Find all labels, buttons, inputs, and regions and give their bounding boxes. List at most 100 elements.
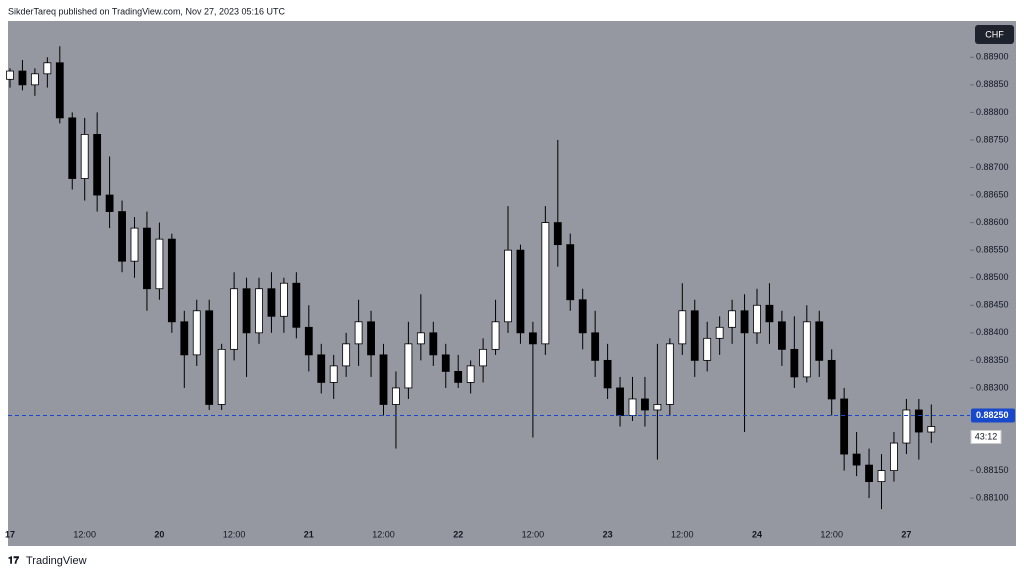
candle-body bbox=[591, 332, 600, 361]
x-tick-label: 12:00 bbox=[671, 529, 694, 539]
candle-body bbox=[852, 453, 861, 466]
candle-body bbox=[329, 365, 338, 383]
candle-body bbox=[765, 304, 774, 323]
y-tick-label: 0.88300 bbox=[976, 382, 1009, 392]
countdown: 43:12 bbox=[975, 431, 998, 441]
candle-body bbox=[118, 211, 126, 262]
y-tick-label: 0.88900 bbox=[976, 52, 1009, 62]
footer-logo: 𝟏𝟕 bbox=[8, 556, 20, 567]
candle-body bbox=[628, 398, 637, 416]
y-tick-label: 0.88150 bbox=[976, 465, 1009, 475]
y-tick-label: 0.88750 bbox=[976, 134, 1009, 144]
x-tick-label: 22 bbox=[453, 529, 463, 539]
candle-body bbox=[466, 365, 475, 383]
candle-body bbox=[242, 288, 251, 334]
candle-body bbox=[292, 282, 301, 328]
candle-body bbox=[715, 326, 724, 339]
y-tick-label: 0.88800 bbox=[976, 107, 1009, 117]
candle-body bbox=[865, 464, 873, 483]
y-tick-label: 0.88850 bbox=[976, 79, 1009, 89]
candle-body bbox=[317, 354, 326, 383]
candle-body bbox=[392, 387, 400, 405]
x-tick-label: 12:00 bbox=[820, 529, 843, 539]
candle-body bbox=[230, 288, 239, 350]
candle-body bbox=[541, 222, 550, 345]
currency-label: CHF bbox=[985, 29, 1004, 39]
candle-body bbox=[80, 134, 89, 179]
y-tick-label: 0.88700 bbox=[976, 162, 1009, 172]
candle-body bbox=[192, 310, 201, 356]
y-tick-label: 0.88400 bbox=[976, 327, 1009, 337]
candle-body bbox=[890, 442, 898, 472]
candle-body bbox=[130, 227, 139, 262]
candle-body bbox=[30, 73, 39, 86]
candle-body bbox=[491, 321, 500, 350]
candle-body bbox=[690, 310, 699, 361]
x-tick-label: 24 bbox=[752, 529, 762, 539]
candle-body bbox=[93, 134, 102, 196]
candle-body bbox=[18, 70, 27, 86]
candle-body bbox=[902, 409, 911, 444]
x-tick-label: 12:00 bbox=[73, 529, 96, 539]
candle-body bbox=[790, 348, 799, 378]
y-tick-label: 0.88350 bbox=[976, 355, 1009, 365]
y-tick-label: 0.88450 bbox=[976, 300, 1009, 310]
candle-body bbox=[603, 359, 612, 389]
footer-brand: TradingView bbox=[26, 555, 87, 567]
candle-body bbox=[728, 310, 736, 328]
candle-body bbox=[105, 194, 114, 212]
y-tick-label: 0.88500 bbox=[976, 272, 1009, 282]
candle-body bbox=[566, 244, 575, 301]
candle-body bbox=[68, 117, 77, 179]
x-tick-label: 27 bbox=[901, 529, 911, 539]
candle-body bbox=[367, 321, 375, 356]
candle-body bbox=[155, 238, 164, 290]
y-tick-label: 0.88650 bbox=[976, 189, 1009, 199]
candle-body bbox=[740, 310, 749, 334]
candle-body bbox=[167, 238, 176, 323]
candle-body bbox=[641, 398, 649, 411]
candle-body bbox=[354, 321, 363, 345]
candle-body bbox=[267, 288, 276, 317]
candle-body bbox=[914, 409, 923, 433]
candle-body bbox=[815, 321, 824, 361]
candle-body bbox=[753, 304, 761, 334]
x-tick-label: 17 bbox=[5, 529, 15, 539]
candle-body bbox=[404, 343, 413, 389]
candle-body bbox=[653, 404, 662, 411]
candle-body bbox=[379, 354, 388, 405]
candle-body bbox=[802, 321, 811, 378]
candle-body bbox=[616, 387, 624, 416]
candle-body bbox=[827, 359, 836, 400]
candle-body bbox=[927, 426, 936, 433]
last-price-label: 0.88250 bbox=[976, 410, 1009, 420]
candle-body bbox=[877, 470, 886, 483]
candle-body bbox=[43, 62, 52, 75]
candle-body bbox=[304, 326, 313, 356]
candle-body bbox=[703, 337, 712, 361]
x-tick-label: 12:00 bbox=[223, 529, 246, 539]
candle-body bbox=[840, 398, 849, 455]
candle-body bbox=[504, 249, 512, 323]
candle-body bbox=[6, 70, 14, 80]
candle-body bbox=[55, 62, 64, 119]
candle-body bbox=[529, 332, 537, 345]
candle-body bbox=[441, 354, 450, 372]
candle-body bbox=[255, 288, 263, 334]
candle-body bbox=[180, 321, 189, 356]
candle-body bbox=[416, 332, 425, 345]
candle-body bbox=[553, 222, 562, 246]
countdown-box bbox=[970, 429, 1002, 444]
candle-body bbox=[479, 348, 488, 367]
x-tick-label: 21 bbox=[304, 529, 314, 539]
candle-body bbox=[205, 310, 214, 405]
currency-button[interactable] bbox=[975, 25, 1014, 44]
candle-body bbox=[342, 343, 351, 367]
candle-body bbox=[778, 321, 786, 350]
candle-body bbox=[516, 249, 525, 334]
candle-body bbox=[143, 227, 151, 290]
y-tick-label: 0.88550 bbox=[976, 245, 1009, 255]
x-tick-label: 23 bbox=[603, 529, 613, 539]
